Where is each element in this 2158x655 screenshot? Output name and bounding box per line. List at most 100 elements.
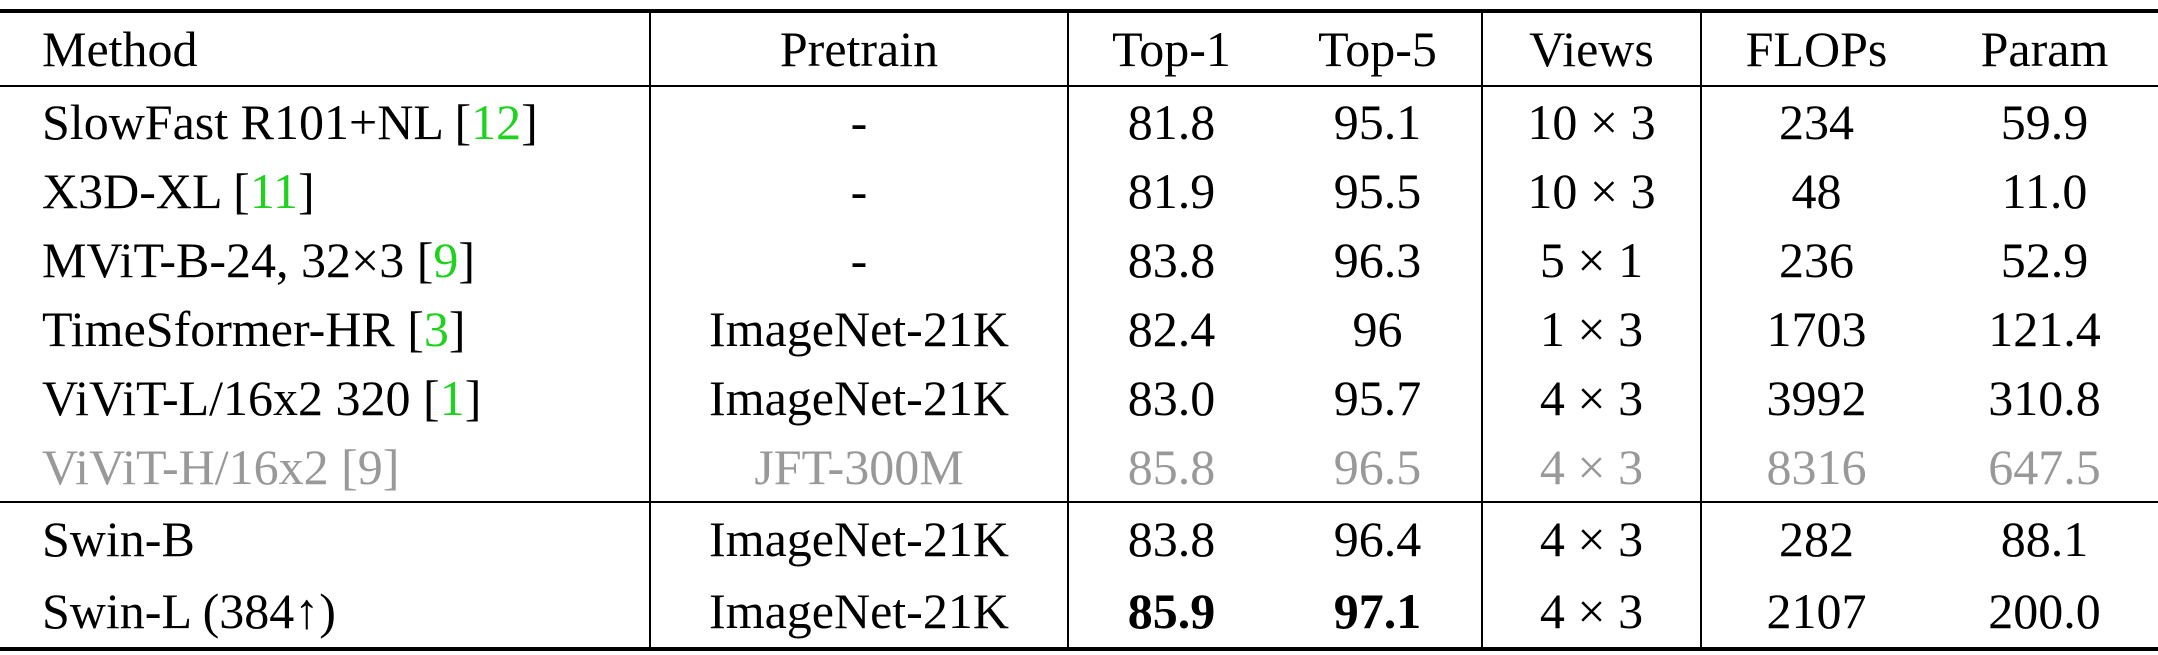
cell-value: 11.0 xyxy=(2001,162,2088,219)
cell: ImageNet-21K xyxy=(650,363,1069,432)
header-cell: Top-5 xyxy=(1274,11,1483,87)
cell-value: 647.5 xyxy=(1988,438,2101,495)
header-cell: FLOPs xyxy=(1701,11,1931,87)
citation-bracket: ] xyxy=(448,300,466,357)
cell: 121.4 xyxy=(1931,294,2158,363)
cell-value: ImageNet-21K xyxy=(709,369,1009,426)
cell-value: 81.9 xyxy=(1127,162,1216,219)
cell-value: ImageNet-21K xyxy=(709,300,1009,357)
table-row: SlowFast R101+NL [12] - 81.8 95.1 10 × 3 234 5… xyxy=(0,86,2158,156)
cell: 96.4 xyxy=(1274,501,1483,575)
cell-value: 95.1 xyxy=(1333,93,1422,150)
cell-value: 59.9 xyxy=(2000,93,2089,150)
cell: 3992 xyxy=(1701,363,1931,432)
cell: 81.9 xyxy=(1068,156,1274,225)
cell: 310.8 xyxy=(1931,363,2158,432)
citation-bracket: ] xyxy=(464,369,482,426)
cell: JFT-300M xyxy=(650,432,1069,502)
cell-value: 200.0 xyxy=(1988,583,2101,639)
cell: 95.1 xyxy=(1274,86,1483,156)
cell: 8316 xyxy=(1701,432,1931,502)
cell: - xyxy=(650,156,1069,225)
cell-value: 4 × 3 xyxy=(1539,511,1644,567)
cell-value: ImageNet-21K xyxy=(709,583,1009,639)
cell-value: 96.5 xyxy=(1333,438,1422,495)
cell: 10 × 3 xyxy=(1482,86,1702,156)
table-body: SlowFast R101+NL [12] - 81.8 95.1 10 × 3 234 5… xyxy=(0,86,2158,649)
table-row: ViViT-L/16x2 320 [1] ImageNet-21K 83.0 95.7… xyxy=(0,363,2158,432)
cell-value: 85.8 xyxy=(1127,438,1216,495)
citation: 9 xyxy=(433,231,459,288)
method-cell: Swin-B xyxy=(0,501,651,575)
cell: 200.0 xyxy=(1931,575,2158,649)
cell-value: 236 xyxy=(1779,231,1854,288)
citation: 3 xyxy=(423,300,449,357)
results-table: Method Pretrain Top-1 Top-5 Views FLOPs Param … xyxy=(0,9,2158,651)
table-row: MViT-B-24, 32×3 [9] - 83.8 96.3 5 × 1 236 52.9 xyxy=(0,225,2158,294)
cell: - xyxy=(650,225,1069,294)
cell-value: 85.9 xyxy=(1127,583,1216,639)
cell: 647.5 xyxy=(1931,432,2158,502)
cell-value: 3992 xyxy=(1766,369,1867,426)
method-name: X3D-XL [ xyxy=(42,162,250,219)
cell: 83.8 xyxy=(1068,501,1274,575)
cell: 97.1 xyxy=(1274,575,1483,649)
citation: 12 xyxy=(471,93,522,150)
cell: 82.4 xyxy=(1068,294,1274,363)
cell: 4 × 3 xyxy=(1482,363,1702,432)
method-name: Swin-B xyxy=(42,511,195,567)
cell-value: 10 × 3 xyxy=(1527,93,1656,150)
method-cell: X3D-XL [11] xyxy=(0,156,651,225)
cell-value: 10 × 3 xyxy=(1527,162,1656,219)
cell-value: ImageNet-21K xyxy=(709,511,1009,567)
citation-bracket: ] xyxy=(382,438,400,495)
cell: 85.9 xyxy=(1068,575,1274,649)
cell: 2107 xyxy=(1701,575,1931,649)
method-name: SlowFast R101+NL [ xyxy=(42,93,472,150)
cell-value: 310.8 xyxy=(1988,369,2101,426)
cell: 83.8 xyxy=(1068,225,1274,294)
method-cell: SlowFast R101+NL [12] xyxy=(0,86,651,156)
cell-value: - xyxy=(850,162,868,219)
cell-value: 83.8 xyxy=(1127,231,1216,288)
method-name: ViViT-H/16x2 [ xyxy=(42,438,358,495)
cell: 95.7 xyxy=(1274,363,1483,432)
table-row: TimeSformer-HR [3] ImageNet-21K 82.4 96 1 × … xyxy=(0,294,2158,363)
cell: 11.0 xyxy=(1931,156,2158,225)
cell: 59.9 xyxy=(1931,86,2158,156)
method-name: ViViT-L/16x2 320 [ xyxy=(42,369,440,426)
cell-value: 96.4 xyxy=(1333,511,1422,567)
cell-value: JFT-300M xyxy=(754,438,964,495)
cell-value: 5 × 1 xyxy=(1539,231,1644,288)
cell-value: 82.4 xyxy=(1127,300,1216,357)
cell-value: 48 xyxy=(1791,162,1842,219)
table-row: Swin-L (384↑) ImageNet-21K 85.9 97.1 4 × 3 21… xyxy=(0,575,2158,649)
cell: 236 xyxy=(1701,225,1931,294)
cell: 52.9 xyxy=(1931,225,2158,294)
cell: 10 × 3 xyxy=(1482,156,1702,225)
cell: 4 × 3 xyxy=(1482,501,1702,575)
cell: 96 xyxy=(1274,294,1483,363)
header-cell: Param xyxy=(1931,11,2158,87)
method-cell: ViViT-L/16x2 320 [1] xyxy=(0,363,651,432)
cell-value: 95.7 xyxy=(1333,369,1422,426)
cell: 96.3 xyxy=(1274,225,1483,294)
cell: 4 × 3 xyxy=(1482,432,1702,502)
table-row: Swin-B ImageNet-21K 83.8 96.4 4 × 3 282 88.1 xyxy=(0,501,2158,575)
citation: 1 xyxy=(439,369,465,426)
method-name: MViT-B-24, 32×3 [ xyxy=(42,231,434,288)
cell: 81.8 xyxy=(1068,86,1274,156)
citation-bracket: ] xyxy=(458,231,476,288)
cell-value: - xyxy=(850,231,868,288)
cell-value: 121.4 xyxy=(1988,300,2101,357)
cell-value: 96 xyxy=(1352,300,1403,357)
cell-value: 96.3 xyxy=(1333,231,1422,288)
cell-value: 52.9 xyxy=(2000,231,2089,288)
cell: 234 xyxy=(1701,86,1931,156)
cell-value: 1 × 3 xyxy=(1539,300,1644,357)
cell: ImageNet-21K xyxy=(650,575,1069,649)
cell: 85.8 xyxy=(1068,432,1274,502)
cell: 1 × 3 xyxy=(1482,294,1702,363)
cell: 1703 xyxy=(1701,294,1931,363)
